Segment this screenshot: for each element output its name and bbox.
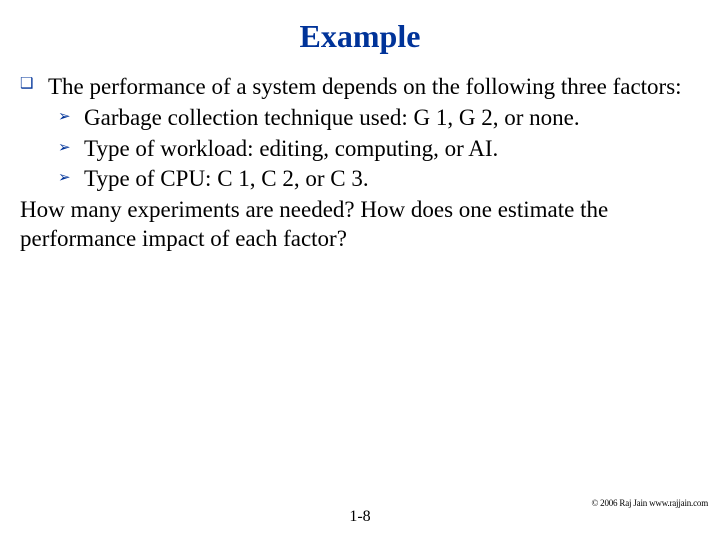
question-text: How many experiments are needed? How doe… [20, 196, 700, 254]
slide-body: The performance of a system depends on t… [0, 55, 720, 254]
factor-item: Garbage collection technique used: G 1, … [20, 104, 700, 133]
slide-title: Example [0, 0, 720, 55]
factor-item: Type of workload: editing, computing, or… [20, 135, 700, 164]
factor-item: Type of CPU: C 1, C 2, or C 3. [20, 165, 700, 194]
intro-bullet: The performance of a system depends on t… [20, 73, 700, 102]
copyright-text: © 2006 Raj Jain www.rajjain.com [591, 498, 708, 508]
slide: Example The performance of a system depe… [0, 0, 720, 540]
page-number: 1-8 [0, 508, 720, 526]
